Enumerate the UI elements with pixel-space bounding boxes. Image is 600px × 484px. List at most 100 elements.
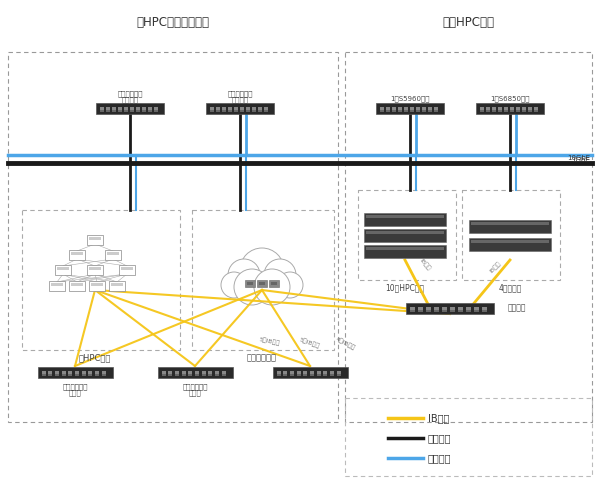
Text: 5根IB链路: 5根IB链路 bbox=[259, 336, 281, 346]
Circle shape bbox=[254, 269, 290, 305]
Bar bbox=[422, 110, 425, 112]
Bar bbox=[102, 370, 106, 374]
Bar bbox=[426, 310, 431, 312]
Bar bbox=[119, 265, 135, 275]
Bar bbox=[107, 252, 119, 255]
Bar bbox=[466, 306, 471, 309]
Bar bbox=[124, 106, 128, 109]
Bar bbox=[71, 252, 83, 255]
Bar bbox=[345, 398, 592, 476]
Bar bbox=[216, 110, 220, 112]
Bar bbox=[392, 106, 395, 109]
Text: 原HPC、云平台集群: 原HPC、云平台集群 bbox=[137, 15, 209, 29]
Bar bbox=[492, 106, 496, 109]
Bar bbox=[136, 106, 140, 109]
Bar bbox=[121, 267, 133, 270]
Bar bbox=[208, 374, 212, 376]
Bar bbox=[386, 106, 389, 109]
Bar bbox=[290, 374, 294, 376]
Bar bbox=[283, 370, 287, 374]
Text: 汇交换机: 汇交换机 bbox=[232, 97, 248, 103]
Text: 4根IB链路: 4根IB链路 bbox=[334, 336, 356, 351]
Bar bbox=[48, 370, 52, 374]
Bar bbox=[304, 370, 307, 374]
Bar bbox=[380, 106, 383, 109]
Bar bbox=[161, 374, 166, 376]
Bar bbox=[474, 306, 479, 309]
Bar bbox=[69, 281, 85, 291]
Bar bbox=[22, 210, 180, 350]
Bar bbox=[96, 103, 164, 114]
Bar bbox=[246, 110, 250, 112]
Bar bbox=[528, 110, 532, 112]
Bar bbox=[471, 240, 549, 242]
Bar bbox=[62, 370, 65, 374]
Bar bbox=[202, 374, 206, 376]
Bar bbox=[482, 306, 487, 309]
Bar bbox=[102, 374, 106, 376]
Bar bbox=[422, 106, 425, 109]
Bar bbox=[458, 310, 463, 312]
Bar bbox=[188, 374, 193, 376]
Bar bbox=[37, 366, 113, 378]
Bar bbox=[522, 110, 526, 112]
Bar bbox=[142, 106, 146, 109]
Bar bbox=[277, 374, 281, 376]
Bar bbox=[410, 306, 415, 309]
Bar bbox=[157, 366, 233, 378]
Bar bbox=[91, 283, 103, 286]
Bar bbox=[161, 370, 166, 374]
Bar bbox=[136, 110, 140, 112]
Text: 汇交换机: 汇交换机 bbox=[121, 97, 139, 103]
Bar bbox=[87, 265, 103, 275]
Bar bbox=[486, 110, 490, 112]
Bar bbox=[216, 106, 220, 109]
Text: 交换机: 交换机 bbox=[188, 389, 202, 395]
Bar bbox=[416, 110, 419, 112]
Bar bbox=[434, 110, 437, 112]
Text: IB链路: IB链路 bbox=[488, 260, 502, 274]
Bar bbox=[259, 282, 265, 285]
Bar bbox=[471, 222, 549, 225]
Bar bbox=[290, 370, 294, 374]
Bar bbox=[323, 374, 328, 376]
Circle shape bbox=[277, 272, 303, 298]
Bar bbox=[310, 370, 314, 374]
Bar bbox=[469, 220, 551, 232]
Bar bbox=[55, 370, 59, 374]
Bar bbox=[82, 374, 86, 376]
Bar bbox=[392, 110, 395, 112]
Bar bbox=[482, 310, 487, 312]
Bar bbox=[522, 106, 526, 109]
Bar bbox=[210, 110, 214, 112]
Bar bbox=[434, 310, 439, 312]
Bar bbox=[234, 106, 238, 109]
Bar bbox=[41, 374, 46, 376]
Text: 某数据中心甲: 某数据中心甲 bbox=[117, 91, 143, 97]
Bar bbox=[486, 106, 490, 109]
Bar bbox=[528, 106, 532, 109]
Bar bbox=[410, 310, 415, 312]
Bar bbox=[450, 306, 455, 309]
Bar bbox=[215, 370, 219, 374]
Bar bbox=[89, 237, 101, 240]
Bar bbox=[245, 279, 255, 287]
Bar bbox=[317, 370, 321, 374]
Bar bbox=[264, 106, 268, 109]
Bar bbox=[337, 370, 341, 374]
Bar bbox=[112, 110, 116, 112]
Bar bbox=[55, 374, 59, 376]
Text: 1台S5960千兆: 1台S5960千兆 bbox=[390, 96, 430, 102]
Text: 汇交换机: 汇交换机 bbox=[508, 303, 527, 313]
Bar bbox=[49, 281, 65, 291]
Bar bbox=[264, 110, 268, 112]
Bar bbox=[480, 110, 484, 112]
Bar bbox=[416, 106, 419, 109]
Bar bbox=[246, 106, 250, 109]
Bar bbox=[118, 106, 122, 109]
Bar bbox=[48, 374, 52, 376]
Bar bbox=[234, 110, 238, 112]
Bar bbox=[175, 374, 179, 376]
Bar bbox=[404, 110, 407, 112]
Bar bbox=[366, 230, 444, 233]
